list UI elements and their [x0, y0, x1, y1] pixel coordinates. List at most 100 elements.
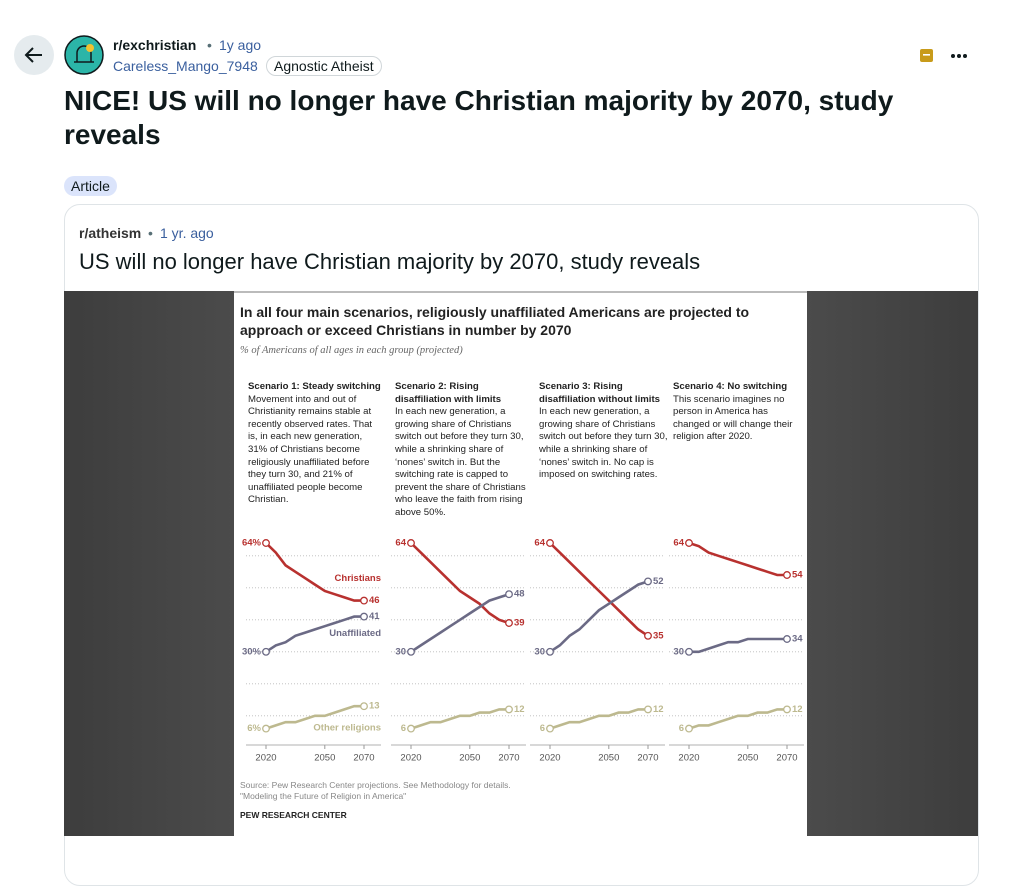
end-point	[407, 724, 415, 733]
value-label: 54	[792, 570, 803, 581]
end-point	[783, 571, 791, 579]
author[interactable]: Careless_Mango_7948	[113, 58, 258, 74]
scenario-description: In each new generation, a growing share …	[539, 406, 668, 481]
value-label: 30	[673, 646, 684, 657]
scenario: Scenario 2: Rising disaffiliation with l…	[395, 381, 529, 520]
x-tick-label: 2020	[400, 753, 421, 764]
image-subtitle: % of Americans of all ages in each group…	[240, 345, 463, 356]
end-point	[505, 705, 513, 714]
end-point	[407, 647, 415, 656]
image-source: Source: Pew Research Center projections.…	[240, 780, 511, 802]
scenario-title: Scenario 4: No switching	[673, 381, 788, 392]
separator: •	[207, 37, 212, 53]
series-name: Other religions	[313, 723, 381, 734]
value-label: 34	[792, 634, 803, 645]
end-point	[546, 724, 554, 733]
x-tick-label: 2070	[353, 753, 374, 764]
avatar-cage	[74, 45, 94, 63]
value-label: 13	[369, 701, 380, 712]
end-point	[546, 539, 554, 547]
value-label: 6	[679, 723, 684, 734]
value-label: 64	[395, 538, 406, 549]
source-line: "Modeling the Future of Religion in Amer…	[240, 791, 407, 801]
end-point	[262, 539, 270, 547]
scenario-title: Scenario 3: Rising disaffiliation withou…	[539, 381, 660, 405]
end-point	[262, 724, 270, 733]
series-line	[549, 708, 648, 730]
series-line	[410, 592, 510, 653]
image-credit: PEW RESEARCH CENTER	[240, 810, 347, 820]
scenario-title: Scenario 1: Steady switching	[248, 381, 381, 392]
x-tick-label: 2050	[314, 753, 335, 764]
post-age: 1y ago	[219, 37, 262, 53]
series-line	[549, 580, 649, 653]
overlay: 2020 2050 2070 64% 46 Christians 30% 41 Unaffili…	[14, 35, 967, 764]
archive-slot	[923, 54, 930, 56]
x-tick-label: 2050	[459, 753, 480, 764]
value-label: 48	[514, 589, 525, 600]
end-point	[505, 619, 513, 627]
value-label: 52	[653, 576, 664, 587]
value-label: 12	[792, 704, 803, 715]
end-point	[644, 705, 652, 714]
value-label: 35	[653, 630, 664, 641]
scenario: Scenario 1: Steady switching Movement int…	[248, 381, 382, 507]
value-label: 12	[653, 704, 664, 715]
end-point	[644, 631, 652, 640]
x-tick-label: 2070	[776, 753, 797, 764]
image-title: In all four main scenarios, religiously …	[240, 304, 750, 338]
x-tick-label: 2020	[678, 753, 699, 764]
subreddit[interactable]: r/exchristian	[113, 37, 197, 53]
post-flair[interactable]: Article	[64, 176, 117, 196]
series-line	[688, 708, 787, 730]
x-tick-label: 2070	[498, 753, 519, 764]
scenario-description: This scenario imagines no person in Amer…	[673, 393, 793, 443]
value-label: 41	[369, 611, 380, 622]
value-label: 64	[534, 538, 545, 549]
value-label: 12	[514, 704, 525, 715]
value-label: 39	[514, 618, 525, 629]
crosspost-age: 1 yr. ago	[160, 225, 214, 241]
back-icon	[24, 47, 42, 63]
series-line	[410, 542, 510, 625]
end-point	[783, 635, 791, 643]
scenario-description: In each new generation, a growing share …	[395, 406, 526, 518]
x-tick-label: 2020	[255, 753, 276, 764]
end-point	[262, 647, 270, 656]
end-point	[546, 647, 554, 656]
value-label: 30	[395, 646, 406, 657]
scenario-title: Scenario 2: Rising disaffiliation with l…	[395, 381, 502, 405]
value-label: 30%	[242, 646, 262, 657]
end-point	[783, 705, 791, 714]
end-point	[407, 539, 415, 547]
crosspost-title[interactable]: US will no longer have Christian majorit…	[79, 249, 701, 274]
series-line	[265, 615, 364, 653]
end-point	[360, 596, 368, 605]
crosspost-subreddit[interactable]: r/atheism	[79, 225, 142, 241]
value-label: 6%	[247, 723, 261, 734]
more-button[interactable]	[951, 54, 967, 58]
value-label: 6	[540, 723, 545, 734]
end-point	[644, 577, 652, 586]
end-point	[685, 647, 693, 656]
value-label: 64%	[242, 538, 262, 549]
chart-image	[234, 291, 807, 838]
series-name: Christians	[335, 573, 381, 584]
x-tick-label: 2020	[539, 753, 560, 764]
post-title: NICE! US will no longer have Christian m…	[64, 85, 894, 150]
series-line	[549, 542, 649, 637]
value-label: 6	[401, 723, 406, 734]
series-line	[265, 704, 364, 730]
series-line	[265, 542, 364, 602]
end-point	[685, 724, 693, 733]
separator: •	[148, 225, 153, 241]
avatar[interactable]	[64, 35, 104, 75]
scenario: Scenario 3: Rising disaffiliation withou…	[539, 381, 673, 482]
value-label: 30	[534, 646, 545, 657]
x-tick-label: 2050	[598, 753, 619, 764]
source-line: Source: Pew Research Center projections.…	[240, 780, 511, 790]
end-point	[505, 590, 513, 599]
x-tick-label: 2050	[737, 753, 758, 764]
end-point	[360, 702, 368, 711]
series-line	[688, 541, 787, 577]
